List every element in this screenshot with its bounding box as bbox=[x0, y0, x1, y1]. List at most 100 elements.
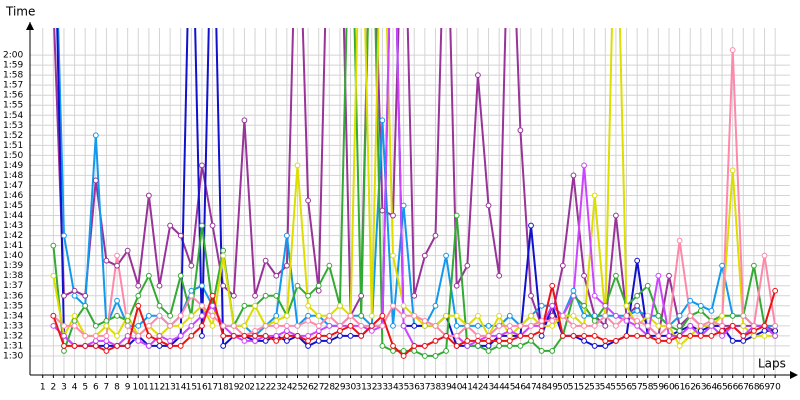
point-marker bbox=[719, 322, 725, 329]
x-tick-label: 24 bbox=[281, 383, 293, 393]
point-marker bbox=[103, 348, 110, 354]
point-marker bbox=[92, 322, 99, 329]
point-marker bbox=[156, 332, 163, 339]
point-marker bbox=[135, 322, 142, 329]
point-marker bbox=[135, 338, 142, 344]
point-marker bbox=[729, 312, 736, 319]
point-marker bbox=[283, 338, 290, 344]
point-marker bbox=[283, 322, 290, 329]
point-marker bbox=[623, 302, 630, 309]
point-marker bbox=[283, 262, 290, 269]
point-marker bbox=[252, 327, 258, 334]
point-marker bbox=[124, 317, 131, 324]
point-marker bbox=[676, 237, 683, 244]
point-marker bbox=[390, 348, 396, 354]
point-marker bbox=[570, 292, 577, 299]
point-marker bbox=[613, 212, 619, 219]
point-marker bbox=[591, 317, 598, 324]
point-marker bbox=[528, 292, 534, 299]
point-marker bbox=[623, 312, 630, 319]
point-marker bbox=[506, 327, 513, 334]
point-marker bbox=[708, 332, 715, 339]
point-marker bbox=[326, 338, 333, 344]
point-marker bbox=[581, 302, 587, 309]
point-marker bbox=[602, 312, 609, 319]
x-tick-label: 46 bbox=[515, 383, 527, 393]
x-tick-label: 50 bbox=[557, 383, 569, 393]
point-marker bbox=[177, 232, 184, 239]
point-marker bbox=[421, 252, 428, 259]
point-marker bbox=[199, 282, 205, 289]
point-marker bbox=[124, 343, 131, 349]
point-marker bbox=[475, 322, 481, 329]
point-marker bbox=[687, 312, 694, 319]
point-marker bbox=[421, 353, 428, 359]
y-tick-label: 1:37 bbox=[3, 281, 23, 291]
point-marker bbox=[496, 312, 503, 319]
x-tick-label: 10 bbox=[133, 383, 145, 393]
y-tick-label: 1:40 bbox=[3, 251, 23, 261]
point-marker bbox=[92, 132, 99, 139]
x-tick-label: 8 bbox=[114, 383, 120, 393]
point-marker bbox=[71, 292, 78, 299]
x-tick-label: 49 bbox=[547, 383, 559, 393]
point-marker bbox=[135, 332, 142, 339]
point-marker bbox=[719, 312, 725, 319]
point-marker bbox=[453, 343, 460, 349]
point-marker bbox=[496, 332, 503, 339]
y-tick-label: 1:44 bbox=[3, 211, 23, 221]
point-marker bbox=[230, 322, 237, 329]
point-marker bbox=[379, 207, 386, 214]
point-marker bbox=[220, 247, 227, 254]
x-tick-label: 2 bbox=[50, 383, 56, 393]
point-marker bbox=[305, 197, 312, 204]
point-marker bbox=[156, 282, 163, 289]
point-marker bbox=[103, 343, 110, 349]
point-marker bbox=[559, 262, 566, 269]
point-marker bbox=[687, 322, 694, 329]
y-tick-label: 1:46 bbox=[3, 191, 23, 201]
point-marker bbox=[676, 312, 683, 319]
point-marker bbox=[337, 327, 343, 334]
point-marker bbox=[273, 272, 280, 279]
point-marker bbox=[305, 332, 312, 339]
point-marker bbox=[177, 312, 184, 319]
y-axis-arrow bbox=[26, 22, 34, 30]
point-marker bbox=[751, 262, 757, 269]
point-marker bbox=[570, 172, 577, 179]
point-marker bbox=[188, 332, 195, 339]
point-marker bbox=[379, 343, 386, 349]
point-marker bbox=[464, 262, 471, 269]
point-marker bbox=[528, 312, 534, 319]
x-tick-label: 7 bbox=[104, 383, 110, 393]
point-marker bbox=[188, 262, 195, 269]
point-marker bbox=[591, 332, 598, 339]
point-marker bbox=[570, 287, 577, 294]
y-tick-label: 1:57 bbox=[3, 81, 23, 91]
y-tick-label: 1:32 bbox=[3, 331, 23, 341]
point-marker bbox=[506, 332, 513, 339]
x-tick-label: 53 bbox=[589, 383, 600, 393]
point-marker bbox=[729, 167, 736, 174]
point-marker bbox=[602, 302, 609, 309]
point-marker bbox=[252, 292, 258, 299]
point-marker bbox=[167, 338, 174, 344]
x-tick-label: 12 bbox=[154, 383, 165, 393]
x-tick-label: 31 bbox=[355, 383, 366, 393]
point-marker bbox=[751, 327, 757, 334]
point-marker bbox=[167, 343, 174, 349]
point-marker bbox=[305, 317, 312, 324]
point-marker bbox=[528, 322, 534, 329]
y-tick-label: 1:51 bbox=[3, 141, 23, 151]
point-marker bbox=[156, 343, 163, 349]
point-marker bbox=[315, 282, 322, 289]
point-marker bbox=[517, 332, 524, 339]
point-marker bbox=[61, 332, 67, 339]
x-tick-label: 52 bbox=[578, 383, 589, 393]
point-marker bbox=[50, 242, 57, 249]
x-tick-label: 26 bbox=[302, 383, 314, 393]
point-marker bbox=[528, 332, 534, 339]
y-tick-label: 1:54 bbox=[3, 111, 23, 121]
point-marker bbox=[751, 322, 757, 329]
